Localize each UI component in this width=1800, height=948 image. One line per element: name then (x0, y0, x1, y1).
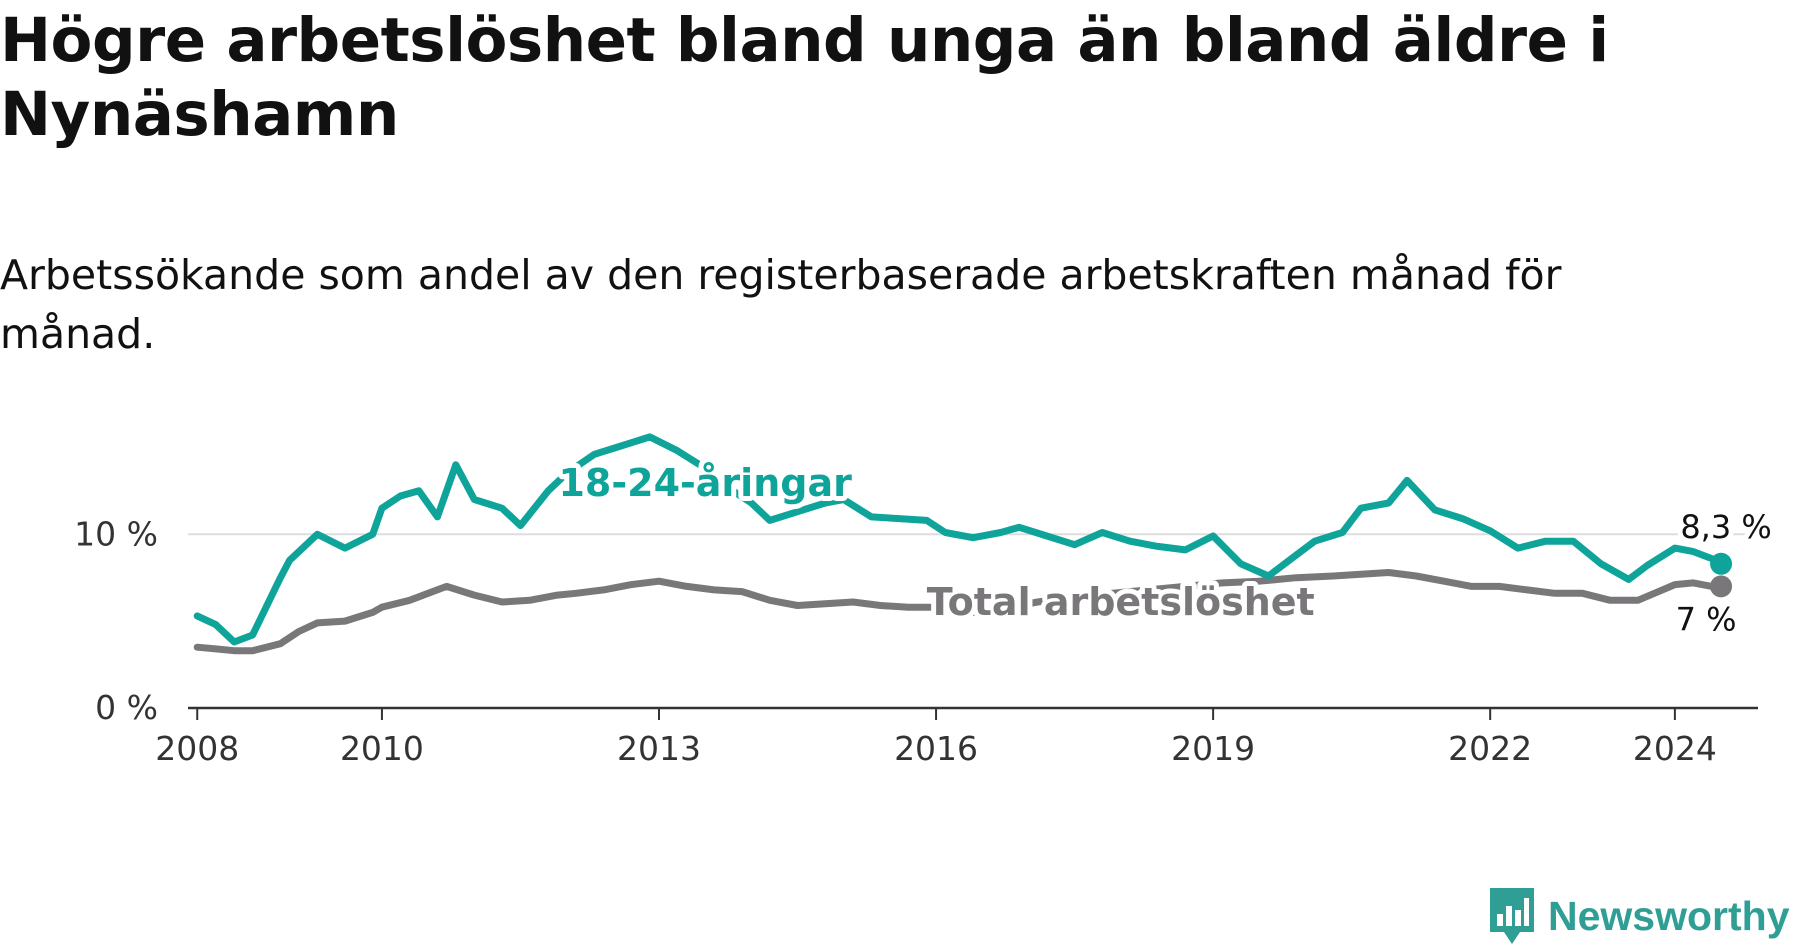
series-line-total (193, 569, 1725, 655)
x-tick-label: 2024 (1633, 729, 1717, 768)
x-tick-label: 2013 (617, 729, 701, 768)
x-tick-label: 2010 (340, 729, 424, 768)
y-tick-label: 0 % (95, 688, 158, 727)
chart-subtitle: Arbetssökande som andel av den registerb… (0, 251, 1562, 358)
newsworthy-logo-icon (1490, 888, 1534, 944)
series-lines (193, 433, 1733, 655)
end-point-youth (1710, 552, 1733, 575)
newsworthy-logo-text: Newsworthy (1548, 892, 1790, 939)
series-label-youth: 18-24-åringar (558, 461, 852, 505)
series-labels: 18-24-åringar Total arbetslöshet 8,3 % 7 % (553, 456, 1776, 643)
x-tick-label: 2016 (894, 729, 978, 768)
series-label-total: Total arbetslöshet (927, 580, 1315, 624)
series-line-youth (193, 433, 1725, 646)
end-label-total: 7 % (1676, 600, 1737, 638)
end-label-youth: 8,3 % (1680, 508, 1771, 546)
newsworthy-logo: Newsworthy (1488, 884, 1790, 948)
y-axis-ticks: 0 % 10 % (74, 514, 158, 727)
x-tick-label: 2019 (1171, 729, 1255, 768)
x-axis-ticks: 2008 2010 2013 2016 2019 2022 2024 (155, 708, 1717, 768)
x-tick-label: 2022 (1448, 729, 1532, 768)
end-point-total (1710, 575, 1733, 598)
y-tick-label: 10 % (74, 514, 158, 553)
chart-title: Högre arbetslöshet bland unga än bland ä… (0, 5, 1609, 150)
x-tick-label: 2008 (155, 729, 239, 768)
